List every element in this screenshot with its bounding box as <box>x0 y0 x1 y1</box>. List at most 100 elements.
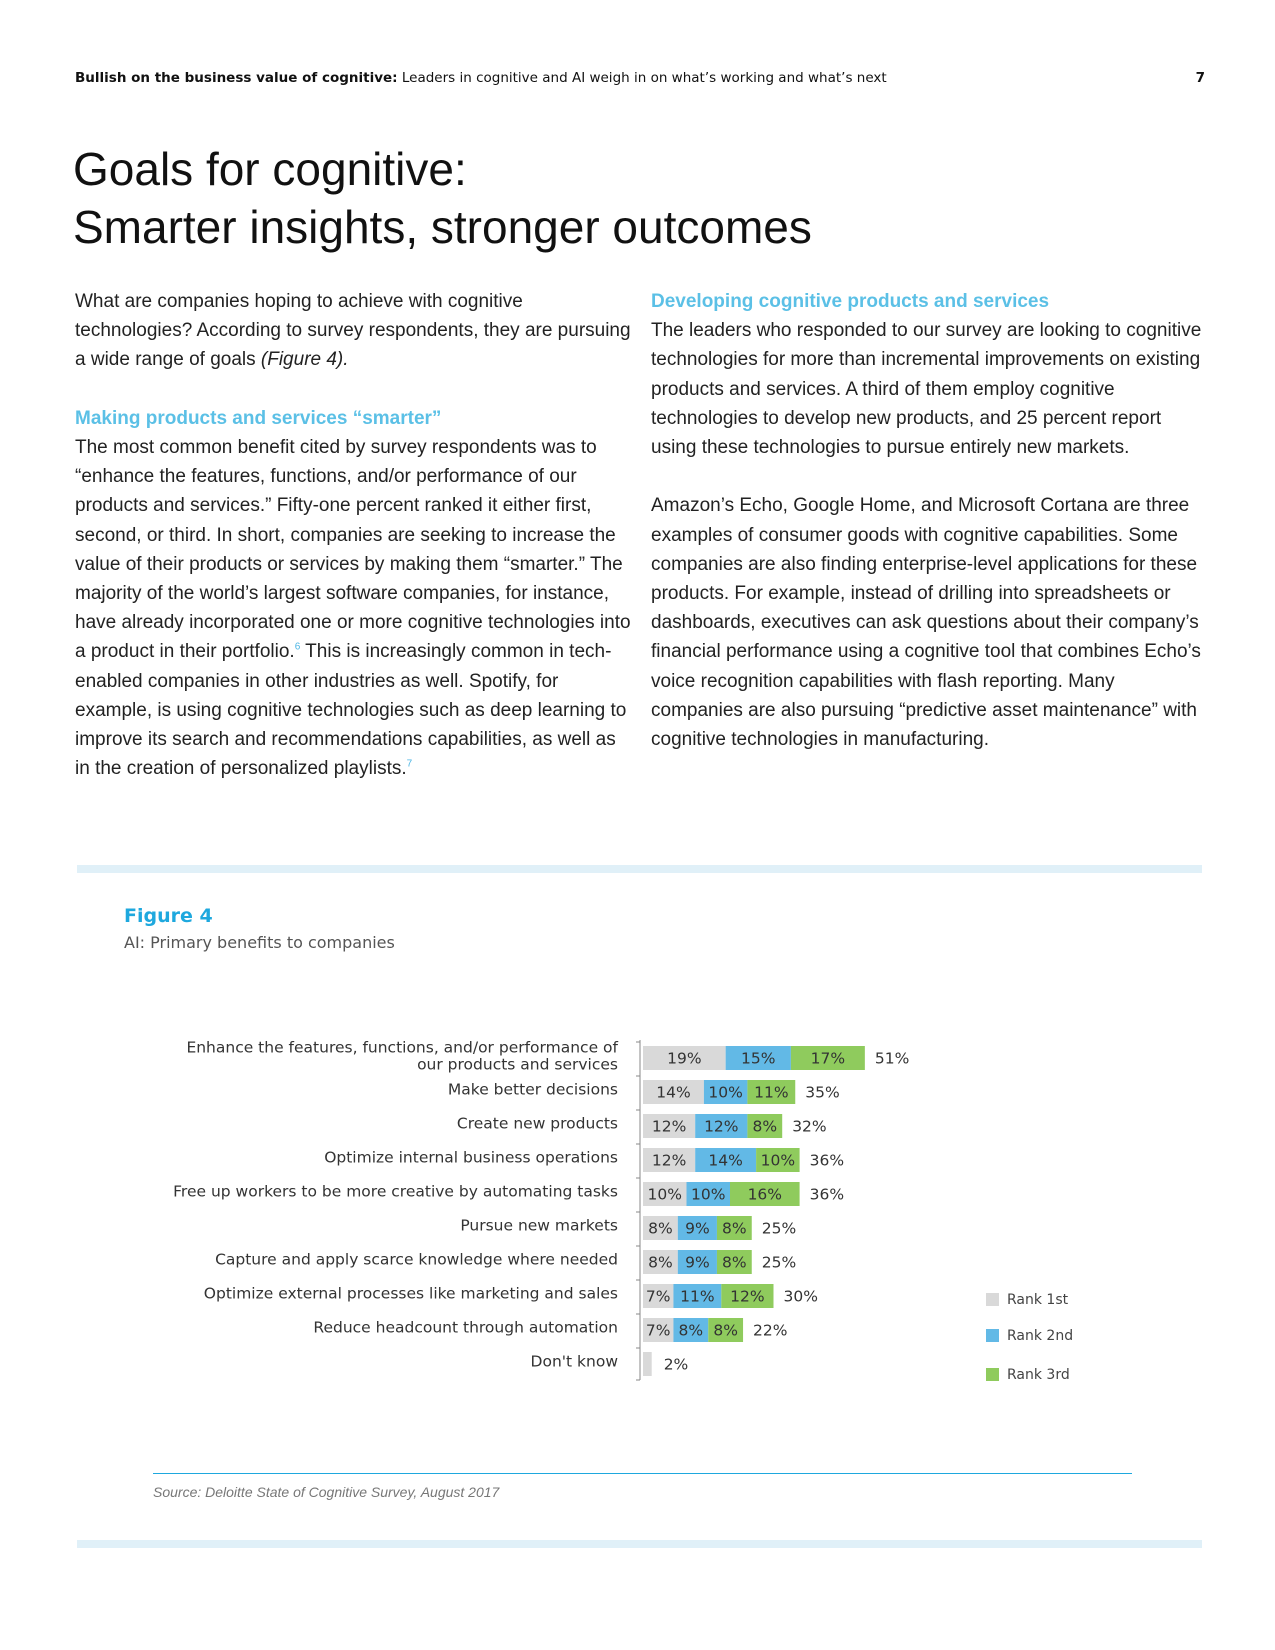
figure-reference: (Figure 4). <box>260 349 349 371</box>
category-label: Don't know <box>531 1353 619 1371</box>
bar-segment <box>721 1284 774 1308</box>
category-label: Free up workers to be more creative by a… <box>173 1183 618 1201</box>
bar-segment <box>747 1080 796 1104</box>
segment-label: 12% <box>652 1152 686 1170</box>
source-rule <box>153 1473 1132 1474</box>
segment-label: 7% <box>646 1322 671 1340</box>
bar-segment <box>643 1182 687 1206</box>
bar-segment <box>643 1318 674 1342</box>
total-label: 32% <box>792 1118 826 1136</box>
intro-paragraph: What are companies hoping to achieve wit… <box>75 291 631 371</box>
total-label: 35% <box>805 1084 839 1102</box>
legend-label: Rank 2nd <box>1007 1328 1073 1344</box>
page-title: Goals for cognitive: Smarter insights, s… <box>73 140 1173 256</box>
bar-segment <box>673 1284 722 1308</box>
footnote-ref-7[interactable]: 7 <box>406 758 413 770</box>
total-label: 2% <box>664 1356 689 1374</box>
segment-label: 9% <box>685 1220 710 1238</box>
segment-label: 12% <box>652 1118 686 1136</box>
bar-segment <box>686 1182 730 1206</box>
figure-subtitle: AI: Primary benefits to companies <box>124 933 395 952</box>
bar-segment <box>677 1216 717 1240</box>
footnote-ref-6[interactable]: 6 <box>294 642 301 654</box>
segment-label: 7% <box>646 1288 671 1306</box>
bar-segment <box>716 1216 752 1240</box>
bar-segment <box>716 1250 752 1274</box>
bar-segment <box>643 1148 696 1172</box>
page-title-line2: Smarter insights, stronger outcomes <box>73 201 812 253</box>
benefits-chart: Enhance the features, functions, and/or … <box>173 1039 1073 1384</box>
bar-segment <box>643 1114 696 1138</box>
figure-label: Figure 4 <box>124 905 213 927</box>
bar-segment <box>643 1080 704 1104</box>
bar-segment <box>725 1046 791 1070</box>
subhead-developing: Developing cognitive products and servic… <box>651 291 1050 312</box>
bar-segment <box>747 1114 783 1138</box>
category-label: Pursue new markets <box>460 1217 618 1235</box>
right-column: Developing cognitive products and servic… <box>651 287 1206 754</box>
category-label: Make better decisions <box>448 1081 618 1099</box>
segment-label: 8% <box>679 1322 704 1340</box>
segment-label: 12% <box>704 1118 738 1136</box>
bar-segment <box>677 1250 717 1274</box>
segment-label: 17% <box>811 1050 845 1068</box>
total-label: 25% <box>762 1220 796 1238</box>
category-label: Reduce headcount through automation <box>313 1319 618 1337</box>
segment-label: 8% <box>713 1322 738 1340</box>
segment-label: 11% <box>680 1288 714 1306</box>
figure-bottom-divider <box>77 1540 1202 1548</box>
segment-label: 8% <box>722 1220 747 1238</box>
bar-segment <box>730 1182 800 1206</box>
segment-label: 10% <box>691 1186 725 1204</box>
page-number: 7 <box>1195 70 1205 86</box>
header-title: Bullish on the business value of cogniti… <box>75 70 398 86</box>
segment-label: 11% <box>754 1084 788 1102</box>
legend-swatch <box>986 1329 999 1342</box>
figure-source: Source: Deloitte State of Cognitive Surv… <box>153 1484 500 1500</box>
segment-label: 9% <box>685 1254 710 1272</box>
bar-segment <box>703 1080 748 1104</box>
category-label: Optimize internal business operations <box>324 1149 618 1167</box>
legend-label: Rank 1st <box>1007 1292 1069 1308</box>
total-label: 30% <box>784 1288 818 1306</box>
segment-label: 10% <box>761 1152 795 1170</box>
subhead-smarter: Making products and services “smarter” <box>75 407 442 429</box>
total-label: 36% <box>810 1186 844 1204</box>
bar-segment <box>756 1148 800 1172</box>
bar-segment <box>643 1284 674 1308</box>
bar-segment <box>708 1318 744 1342</box>
segment-label: 8% <box>648 1220 673 1238</box>
total-label: 22% <box>753 1322 787 1340</box>
total-label: 51% <box>875 1050 909 1068</box>
legend-swatch <box>986 1293 999 1306</box>
bar-segment <box>673 1318 709 1342</box>
developing-paragraph: The leaders who responded to our survey … <box>651 320 1202 459</box>
segment-label: 8% <box>648 1254 673 1272</box>
total-label: 36% <box>810 1152 844 1170</box>
figure-top-divider <box>77 865 1202 873</box>
segment-label: 8% <box>722 1254 747 1272</box>
bar-segment <box>790 1046 865 1070</box>
category-label: Enhance the features, functions, and/or … <box>186 1039 618 1057</box>
bar-segment <box>643 1352 652 1376</box>
page-title-line1: Goals for cognitive: <box>73 143 467 195</box>
category-label: our products and services <box>417 1056 618 1074</box>
left-column: What are companies hoping to achieve wit… <box>75 287 635 783</box>
bar-segment <box>695 1114 748 1138</box>
bar-segment <box>695 1148 757 1172</box>
category-label: Capture and apply scarce knowledge where… <box>215 1251 618 1269</box>
total-label: 25% <box>762 1254 796 1272</box>
category-label: Create new products <box>457 1115 618 1133</box>
consumer-goods-paragraph: Amazon’s Echo, Google Home, and Microsof… <box>651 495 1201 751</box>
bar-segment <box>643 1250 678 1274</box>
bar-segment <box>643 1046 726 1070</box>
segment-label: 15% <box>741 1050 775 1068</box>
segment-label: 14% <box>708 1152 742 1170</box>
running-header: Bullish on the business value of cogniti… <box>75 70 1205 86</box>
segment-label: 10% <box>708 1084 742 1102</box>
legend-label: Rank 3rd <box>1007 1367 1070 1383</box>
bar-segment <box>643 1216 678 1240</box>
header-subtitle: Leaders in cognitive and AI weigh in on … <box>397 70 887 86</box>
segment-label: 10% <box>648 1186 682 1204</box>
segment-label: 16% <box>748 1186 782 1204</box>
